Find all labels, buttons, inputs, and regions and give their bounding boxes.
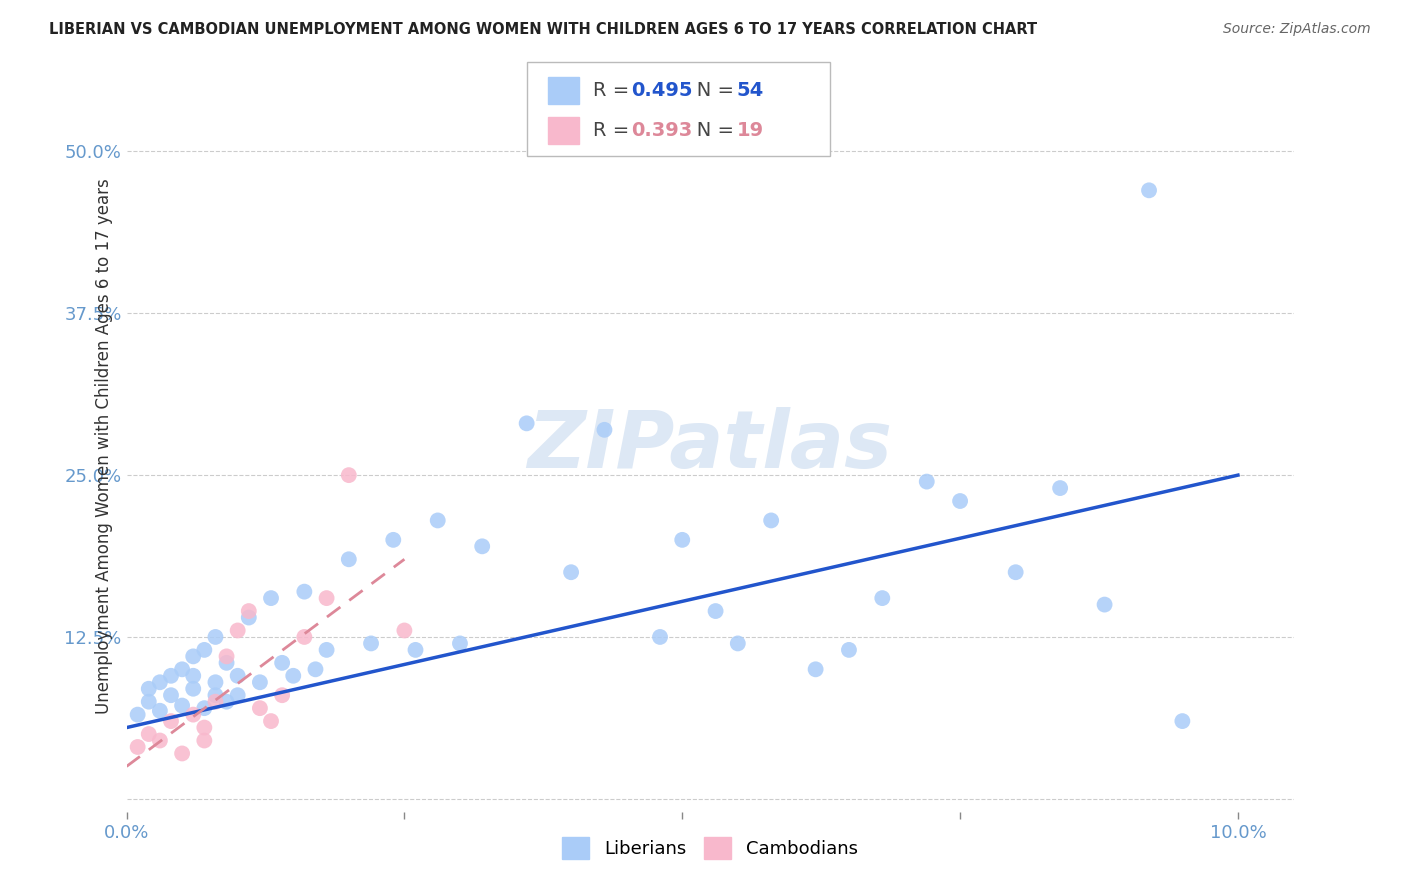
Point [193,643,215,657]
Text: N =: N = [678,81,740,100]
Text: R =: R = [593,121,636,140]
Text: ZIPatlas: ZIPatlas [527,407,893,485]
Text: 0.393: 0.393 [631,121,693,140]
Point [204,675,226,690]
Point [149,704,172,718]
Point [304,662,326,676]
Point [138,681,160,696]
Point [204,688,226,702]
Point [516,417,538,431]
Point [949,494,972,508]
Point [249,701,271,715]
Point [1004,566,1026,580]
Text: LIBERIAN VS CAMBODIAN UNEMPLOYMENT AMONG WOMEN WITH CHILDREN AGES 6 TO 17 YEARS : LIBERIAN VS CAMBODIAN UNEMPLOYMENT AMONG… [49,22,1038,37]
Point [337,552,360,566]
Point [138,727,160,741]
Point [215,695,238,709]
Legend: Liberians, Cambodians: Liberians, Cambodians [554,829,866,869]
Point [283,669,305,683]
Point [1094,598,1116,612]
Point [181,681,204,696]
Point [260,714,283,728]
Point [226,669,249,683]
Point [727,636,749,650]
Point [127,707,149,722]
Point [315,591,337,606]
Point [138,695,160,709]
Point [382,533,405,547]
Point [648,630,671,644]
Point [226,624,249,638]
Point [704,604,727,618]
Point [215,649,238,664]
Point [238,604,260,618]
Point [172,662,194,676]
Point [471,539,494,553]
Point [238,610,260,624]
Point [172,747,194,761]
Point [271,656,294,670]
Text: 0.495: 0.495 [631,81,693,100]
Point [193,701,215,715]
Point [260,591,283,606]
Point [838,643,860,657]
Point [160,688,183,702]
Point [560,566,582,580]
Point [127,739,149,754]
Point [204,695,226,709]
Point [804,662,827,676]
Point [249,675,271,690]
Text: R =: R = [593,81,636,100]
Point [915,475,938,489]
Text: 54: 54 [737,81,763,100]
Point [181,649,204,664]
Point [872,591,894,606]
Point [149,733,172,747]
Point [315,643,337,657]
Point [1049,481,1071,495]
Text: 19: 19 [737,121,763,140]
Text: Source: ZipAtlas.com: Source: ZipAtlas.com [1223,22,1371,37]
Point [449,636,471,650]
Point [226,688,249,702]
Point [149,675,172,690]
Point [193,721,215,735]
Point [172,698,194,713]
Point [292,584,315,599]
Point [593,423,616,437]
Point [181,707,204,722]
Point [337,468,360,483]
Point [405,643,427,657]
Point [671,533,693,547]
Point [181,669,204,683]
Point [215,656,238,670]
Point [394,624,416,638]
Point [426,513,449,527]
Point [360,636,382,650]
Point [160,669,183,683]
Point [1171,714,1194,728]
Point [193,733,215,747]
Point [204,630,226,644]
Y-axis label: Unemployment Among Women with Children Ages 6 to 17 years: Unemployment Among Women with Children A… [94,178,112,714]
Point [160,714,183,728]
Point [271,688,294,702]
Point [1137,183,1160,197]
Text: N =: N = [678,121,740,140]
Point [759,513,782,527]
Point [292,630,315,644]
